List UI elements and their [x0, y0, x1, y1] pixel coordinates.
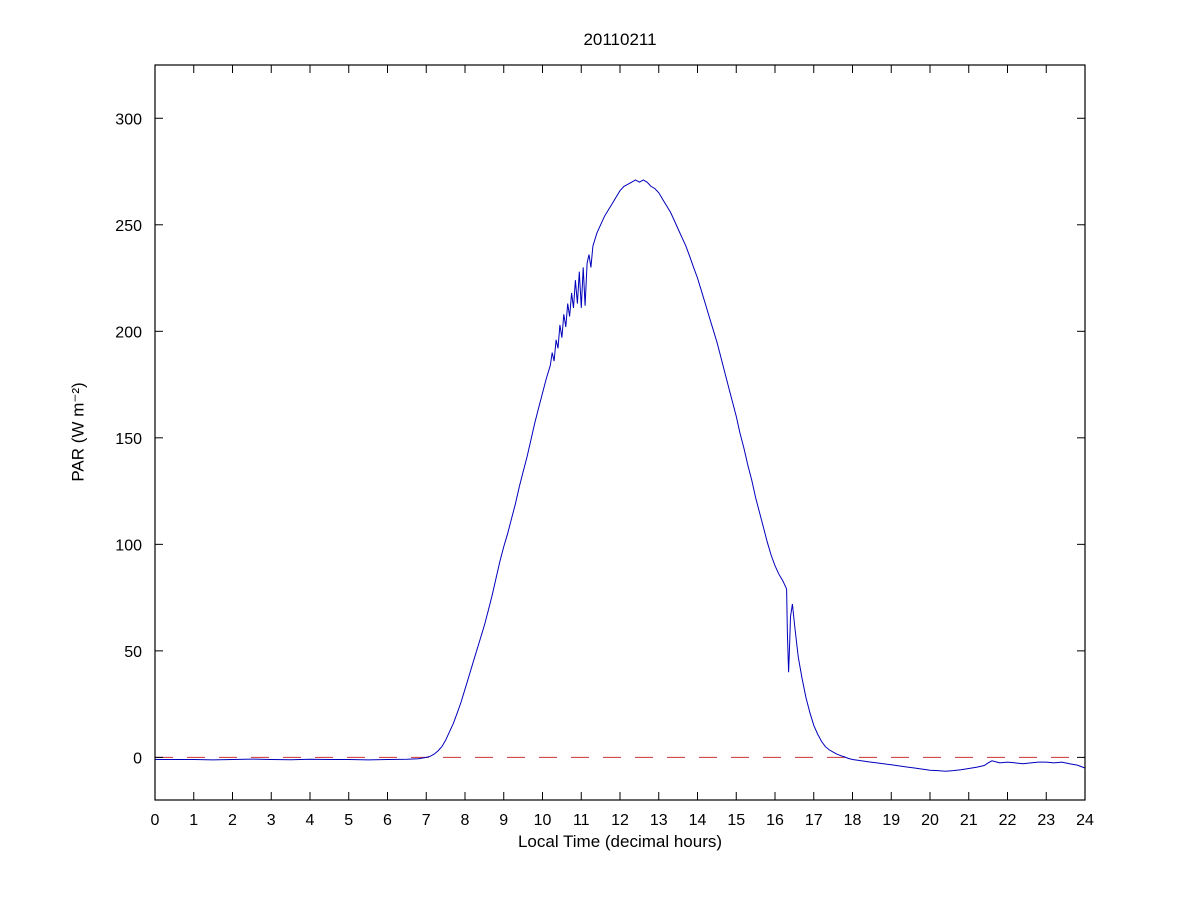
x-tick-label: 22 — [999, 812, 1017, 829]
x-tick-label: 11 — [573, 812, 590, 829]
y-tick-label: 300 — [115, 111, 142, 128]
y-tick-label: 0 — [133, 750, 142, 767]
y-tick-label: 150 — [115, 431, 142, 448]
x-axis-label: Local Time (decimal hours) — [517, 832, 723, 851]
y-tick-label: 250 — [115, 218, 142, 235]
x-tick-label: 5 — [344, 812, 353, 829]
x-tick-label: 9 — [499, 812, 508, 829]
y-tick-label: 50 — [124, 644, 142, 661]
x-tick-label: 13 — [650, 812, 668, 829]
x-tick-label: 17 — [805, 812, 823, 829]
x-tick-label: 20 — [921, 812, 939, 829]
x-tick-label: 6 — [383, 812, 392, 829]
chart-title: 20110211 — [583, 30, 657, 49]
y-tick-label: 200 — [115, 324, 142, 341]
x-tick-label: 1 — [189, 812, 198, 829]
x-tick-label: 12 — [611, 812, 629, 829]
x-tick-label: 4 — [306, 812, 315, 829]
x-tick-label: 0 — [151, 812, 160, 829]
x-tick-label: 18 — [844, 812, 862, 829]
x-tick-label: 2 — [228, 812, 237, 829]
x-tick-label: 23 — [1037, 812, 1055, 829]
y-tick-label: 100 — [115, 537, 142, 554]
x-tick-label: 8 — [461, 812, 470, 829]
x-tick-label: 19 — [882, 812, 900, 829]
x-tick-label: 10 — [534, 812, 552, 829]
series-PAR — [155, 179, 1086, 772]
axes-box — [154, 64, 1086, 801]
x-tick-label: 24 — [1076, 812, 1094, 829]
x-tick-label: 16 — [766, 812, 784, 829]
x-tick-label: 3 — [267, 812, 276, 829]
x-tick-label: 14 — [689, 812, 707, 829]
x-tick-label: 7 — [422, 812, 431, 829]
x-tick-label: 21 — [960, 812, 978, 829]
x-tick-label: 15 — [727, 812, 745, 829]
